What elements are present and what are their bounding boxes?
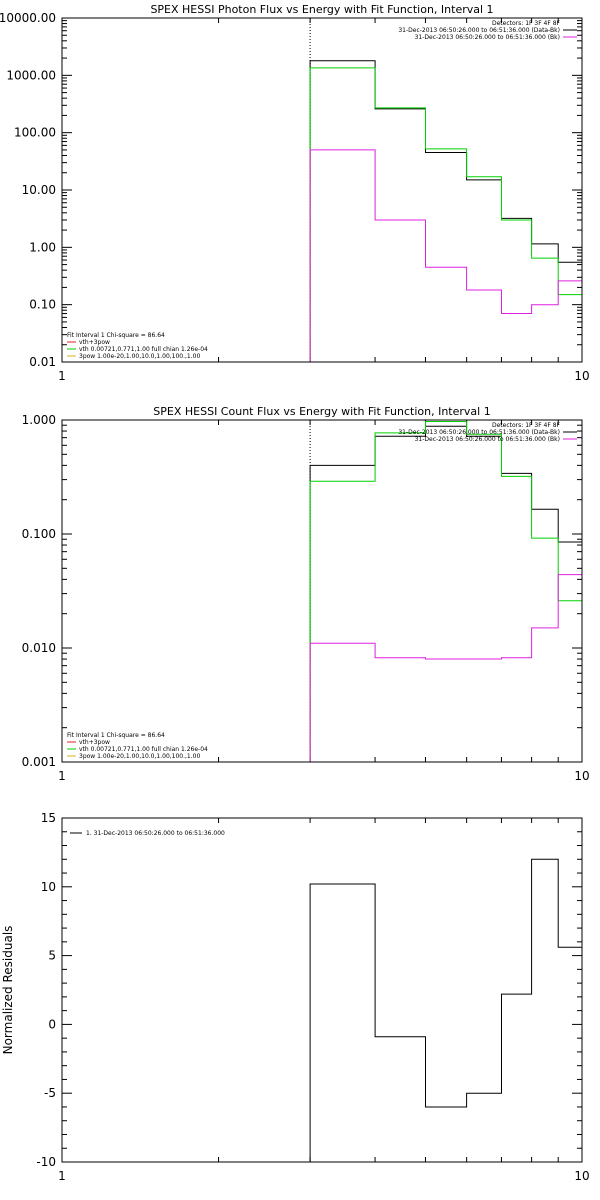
chart-panel-3: Normalized Residuals 1 10 -10 -5 0 5 10 15 1. 31-… <box>1 811 590 1183</box>
plot-frame <box>61 817 583 1163</box>
x-tick-label: 1 <box>58 369 66 383</box>
y-tick-label: 0.10 <box>29 298 56 312</box>
series-line-3 <box>309 574 582 762</box>
legend-top-entry: Detectors: 1F 3F 4F 8F <box>492 20 561 27</box>
chart-panel-2: SPEX HESSI Count Flux vs Energy with Fit… <box>22 405 590 783</box>
y-tick-label: 15 <box>41 811 56 825</box>
x-tick-label: 1 <box>58 1169 66 1183</box>
x-tick-label: 10 <box>574 369 589 383</box>
legend-top-entry: 31-Dec-2013 06:50:26.000 to 06:51:36.000… <box>398 27 560 34</box>
y-axis-label: Normalized Residuals <box>1 926 15 1055</box>
series-line-2 <box>309 421 582 762</box>
legend-top-entry: 31-Dec-2013 06:50:26.000 to 06:51:36.000… <box>415 436 560 443</box>
legend-bottom-entry: Fit Interval 1 Chi-square = 86.64 <box>67 332 165 339</box>
legend-bottom-entry: Fit Interval 1 Chi-square = 86.64 <box>67 732 165 739</box>
x-tick-label: 10 <box>574 1169 589 1183</box>
legend-top-entry: 31-Dec-2013 06:50:26.000 to 06:51:36.000… <box>398 429 560 436</box>
y-tick-label: 1.000 <box>22 413 56 427</box>
series-group <box>309 421 582 762</box>
y-tick-label: 100.00 <box>14 126 56 140</box>
y-tick-label: 0.100 <box>22 527 56 541</box>
y-tick-label: 1000.00 <box>6 68 56 82</box>
y-tick-label: 10000.00 <box>0 11 56 25</box>
y-tick-label: 0 <box>48 1017 56 1031</box>
legend-bottom-entry: vth 0.00721,0.771,1.00 full chian 1.26e-… <box>79 746 208 753</box>
legend-bottom-entry: 3pow 1.00e-20,1.00,10.0,1.00,100.,1.00 <box>79 753 200 760</box>
x-tick-label: 1 <box>58 769 66 783</box>
y-tick-label: 10 <box>41 880 56 894</box>
y-tick-label: 10.00 <box>22 183 56 197</box>
y-tick-label: -10 <box>36 1155 56 1169</box>
legend-bottom-entry: vth+3pow <box>79 739 110 746</box>
y-tick-label: -5 <box>44 1086 56 1100</box>
legend-bottom-entry: vth 0.00721,0.771,1.00 full chian 1.26e-… <box>79 346 208 353</box>
series-group <box>309 858 582 1162</box>
chart-panel-1: SPEX HESSI Photon Flux vs Energy with Fi… <box>0 3 590 383</box>
series-line-1 <box>309 60 582 362</box>
chart-title: SPEX HESSI Count Flux vs Energy with Fit… <box>153 405 490 418</box>
x-tick-label: 10 <box>574 769 589 783</box>
series-line-2 <box>309 67 582 362</box>
legend-entry: 1. 31-Dec-2013 06:50:26.000 to 06:51:36.… <box>86 830 225 837</box>
legend-top-entry: Detectors: 1F 3F 4F 8F <box>492 422 561 429</box>
y-tick-label: 0.01 <box>29 355 56 369</box>
series-line-3 <box>309 149 582 362</box>
y-tick-label: 0.010 <box>22 641 56 655</box>
legend-bottom-entry: vth+3pow <box>79 339 110 346</box>
legend-bottom-entry: 3pow 1.00e-20,1.00,10.0,1.00,100.,1.00 <box>79 353 200 360</box>
plot-frame <box>61 419 583 763</box>
series-group <box>309 60 582 362</box>
series-line-1 <box>309 425 582 762</box>
chart-title: SPEX HESSI Photon Flux vs Energy with Fi… <box>150 3 493 16</box>
y-tick-label: 5 <box>48 949 56 963</box>
y-tick-label: 1.00 <box>29 240 56 254</box>
series-line-1 <box>309 858 582 1162</box>
plot-frame <box>61 17 583 363</box>
legend-top-entry: 31-Dec-2013 06:50:26.000 to 06:51:36.000… <box>415 34 560 41</box>
y-tick-label: 0.001 <box>22 755 56 769</box>
